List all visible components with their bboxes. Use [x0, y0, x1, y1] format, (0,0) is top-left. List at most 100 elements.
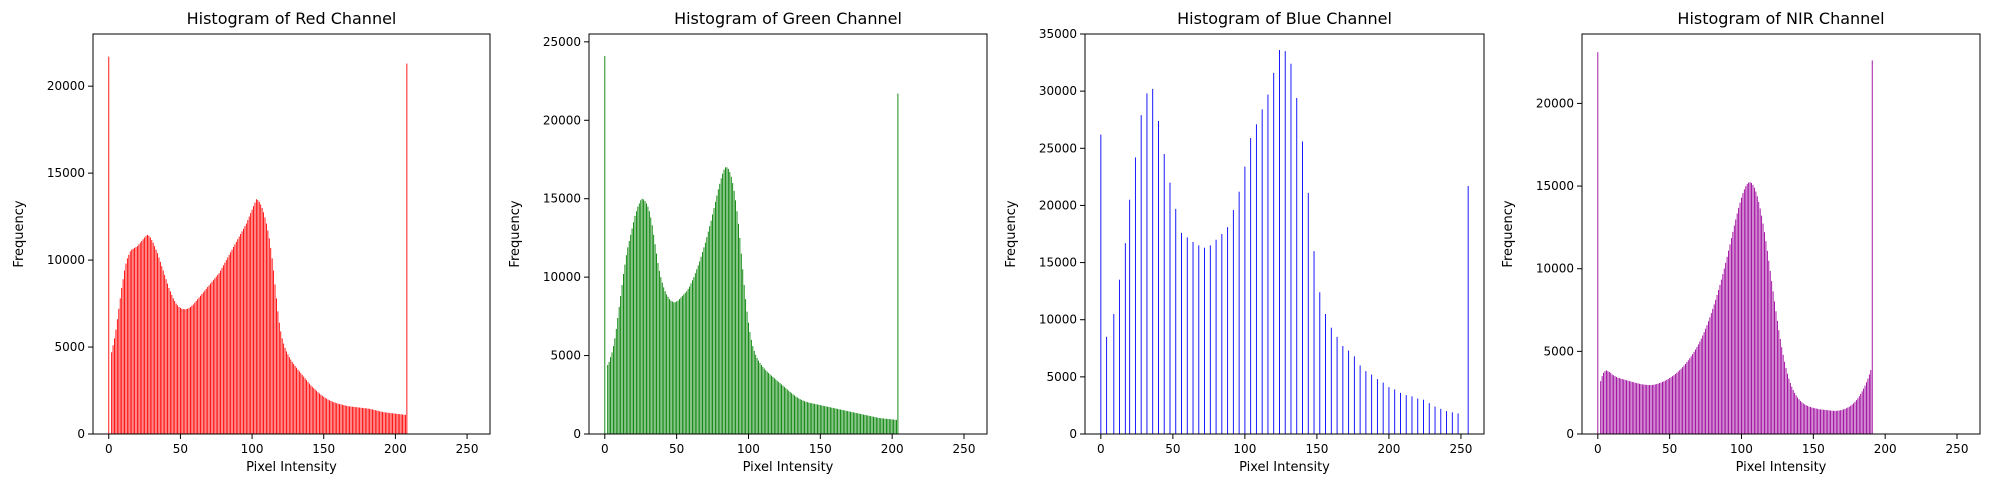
- bar: [394, 413, 396, 434]
- x-tick-label: 150: [312, 442, 335, 456]
- bar: [1864, 385, 1866, 434]
- x-tick-label: 250: [1450, 442, 1473, 456]
- bar: [867, 415, 869, 434]
- bar: [1641, 384, 1643, 434]
- bar: [1186, 237, 1188, 434]
- bar: [1830, 410, 1832, 434]
- bar: [1713, 304, 1715, 434]
- bar: [806, 402, 808, 434]
- bar: [169, 291, 171, 434]
- bar: [1649, 385, 1650, 434]
- bar: [748, 322, 749, 434]
- bar: [115, 329, 117, 434]
- chart-panel-2: 0 50 100 150 200 250 0 5000 10000 15000 20000 25000…: [508, 9, 988, 475]
- bar: [184, 309, 186, 434]
- bar: [399, 414, 401, 434]
- bar: [1751, 183, 1752, 434]
- bar: [1725, 262, 1727, 434]
- bar: [231, 249, 233, 434]
- bar: [1663, 381, 1665, 434]
- bar: [1637, 383, 1639, 434]
- bar: [1687, 360, 1689, 434]
- bar: [1768, 260, 1770, 434]
- bar: [656, 253, 657, 434]
- bar: [1192, 242, 1194, 434]
- bar: [1654, 384, 1656, 434]
- bar: [116, 319, 118, 434]
- y-tick-label: 20000: [47, 79, 85, 93]
- bar: [250, 213, 252, 434]
- bar: [651, 225, 653, 434]
- bar: [854, 412, 856, 434]
- bar: [643, 199, 645, 434]
- bar: [638, 203, 640, 434]
- bar: [850, 411, 851, 434]
- bar: [1835, 410, 1837, 434]
- bar: [351, 406, 353, 434]
- bar: [1388, 387, 1390, 434]
- bar: [778, 381, 780, 434]
- bar: [654, 244, 656, 434]
- y-tick-label: 15000: [47, 166, 85, 180]
- bar: [1752, 184, 1754, 434]
- bar: [330, 400, 332, 434]
- bar: [827, 406, 828, 434]
- bar: [1666, 379, 1668, 434]
- bar: [1825, 410, 1827, 434]
- bar: [1662, 381, 1663, 434]
- bar: [159, 261, 161, 434]
- bar: [719, 183, 721, 434]
- bar: [1673, 375, 1675, 434]
- bars-group: [1597, 52, 1873, 435]
- bar: [804, 401, 805, 434]
- bar: [722, 173, 724, 435]
- bar: [1871, 60, 1873, 434]
- bar: [244, 226, 246, 434]
- x-tick-label: 250: [456, 442, 479, 456]
- bar: [1841, 409, 1843, 434]
- y-tick-label: 10000: [1536, 262, 1574, 276]
- bar: [828, 407, 830, 434]
- bar: [341, 404, 343, 434]
- bar: [344, 405, 346, 434]
- bar: [1858, 396, 1860, 434]
- bar: [852, 412, 854, 434]
- bar: [1440, 408, 1442, 434]
- bar: [1792, 390, 1794, 434]
- y-axis-label: Frequency: [1004, 200, 1019, 267]
- bar: [1284, 51, 1286, 434]
- bar: [350, 406, 352, 434]
- bar: [178, 307, 180, 434]
- bar: [280, 331, 282, 434]
- bar: [786, 389, 788, 434]
- bar: [112, 345, 114, 434]
- bar: [746, 311, 748, 434]
- bar: [607, 364, 609, 434]
- y-tick-label: 5000: [1543, 344, 1574, 358]
- bar: [121, 287, 123, 434]
- bar: [637, 206, 639, 434]
- bar: [704, 242, 706, 434]
- bars-group: [1100, 50, 1469, 435]
- bar: [841, 409, 843, 434]
- bar: [291, 361, 293, 434]
- bar: [254, 202, 256, 434]
- bar: [657, 263, 659, 434]
- x-tick-label: 0: [1594, 442, 1602, 456]
- bar: [817, 404, 818, 434]
- y-tick-label: 5000: [54, 340, 85, 354]
- x-tick-label: 0: [105, 442, 113, 456]
- bar: [692, 280, 693, 434]
- bar: [880, 418, 882, 434]
- bar: [1778, 330, 1780, 434]
- bar: [1766, 250, 1768, 434]
- bar: [370, 409, 372, 434]
- bar: [1119, 279, 1121, 434]
- bar: [1853, 403, 1855, 434]
- chart-title: Histogram of Red Channel: [187, 9, 397, 28]
- bar: [633, 222, 634, 434]
- bar: [247, 220, 249, 434]
- bar: [779, 383, 781, 434]
- bar: [1620, 378, 1622, 434]
- bar: [735, 200, 737, 434]
